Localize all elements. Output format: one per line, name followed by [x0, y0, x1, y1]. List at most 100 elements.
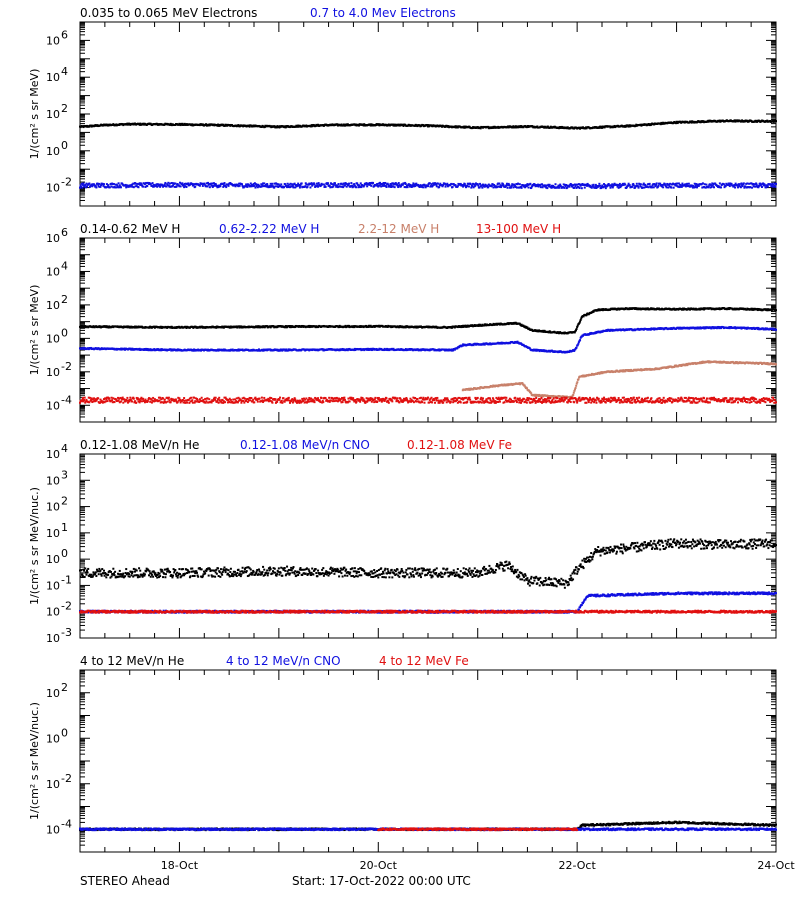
- y-tick-label: 10: [46, 108, 60, 121]
- data-point: [276, 126, 279, 129]
- data-point: [377, 185, 380, 188]
- data-point: [332, 185, 335, 188]
- data-point: [739, 186, 742, 189]
- data-point: [476, 126, 479, 129]
- data-point: [662, 186, 665, 189]
- data-point: [659, 123, 662, 126]
- data-point: [217, 185, 220, 188]
- data-point: [370, 184, 373, 187]
- data-point: [765, 186, 768, 189]
- data-point: [542, 330, 545, 333]
- data-point: [215, 326, 218, 329]
- data-point: [670, 186, 673, 189]
- data-point: [575, 346, 578, 349]
- data-point: [242, 125, 245, 128]
- data-point: [510, 184, 513, 187]
- data-point: [168, 185, 171, 188]
- data-point: [321, 348, 324, 351]
- data-point: [169, 348, 172, 351]
- data-point: [429, 185, 432, 188]
- data-point: [684, 183, 687, 186]
- data-point: [368, 182, 371, 185]
- data-point: [256, 183, 259, 186]
- data-point: [431, 184, 434, 187]
- data-point: [773, 185, 776, 188]
- data-point: [613, 124, 616, 127]
- data-point: [237, 185, 240, 188]
- data-point: [319, 184, 322, 187]
- data-point: [691, 186, 694, 189]
- data-point: [95, 186, 98, 189]
- data-point: [342, 124, 345, 127]
- data-point: [668, 185, 671, 188]
- data-point: [713, 186, 716, 189]
- data-point: [164, 181, 167, 184]
- data-point: [219, 185, 222, 188]
- data-point: [157, 184, 160, 187]
- data-point: [514, 126, 517, 129]
- data-point: [477, 184, 480, 187]
- data-point: [222, 348, 225, 351]
- data-point: [563, 186, 566, 189]
- data-point: [191, 182, 194, 185]
- data-point: [644, 184, 647, 187]
- data-point: [692, 185, 695, 188]
- data-point: [609, 186, 612, 189]
- data-point: [736, 186, 739, 189]
- data-point: [269, 325, 272, 328]
- data-point: [362, 124, 365, 127]
- data-point: [131, 183, 134, 186]
- data-point: [387, 183, 390, 186]
- data-point: [751, 307, 754, 310]
- data-point: [111, 183, 114, 186]
- data-point: [529, 182, 532, 185]
- data-point: [752, 182, 755, 185]
- data-point: [99, 185, 102, 188]
- data-point: [691, 185, 694, 188]
- data-point: [183, 182, 186, 185]
- data-point: [263, 182, 266, 185]
- y-tick-label: 10: [46, 34, 60, 47]
- data-point: [709, 186, 712, 189]
- data-point: [750, 307, 753, 310]
- data-point: [353, 347, 356, 350]
- data-point: [179, 185, 182, 188]
- data-point: [285, 185, 288, 188]
- data-point: [649, 185, 652, 188]
- data-point: [483, 185, 486, 188]
- data-point: [556, 186, 559, 189]
- data-point: [738, 183, 741, 186]
- data-point: [377, 123, 380, 126]
- data-point: [97, 185, 100, 188]
- data-point: [107, 326, 110, 329]
- data-point: [288, 326, 291, 329]
- data-point: [138, 123, 141, 126]
- data-point: [269, 182, 272, 185]
- data-point: [655, 182, 658, 185]
- data-point: [149, 348, 152, 351]
- data-point: [138, 182, 141, 185]
- data-point: [720, 186, 723, 189]
- data-point: [81, 183, 84, 186]
- data-point: [276, 183, 279, 186]
- data-point: [703, 186, 706, 189]
- data-point: [326, 182, 329, 185]
- data-point: [363, 184, 366, 187]
- data-point: [252, 185, 255, 188]
- data-point: [234, 185, 237, 188]
- data-point: [90, 124, 93, 127]
- data-point: [391, 182, 394, 185]
- data-point: [163, 184, 166, 187]
- data-point: [510, 186, 513, 189]
- data-point: [311, 184, 314, 187]
- data-point: [591, 184, 594, 187]
- data-point: [724, 185, 727, 188]
- data-point: [407, 184, 410, 187]
- y-tick-exponent: -4: [61, 393, 72, 406]
- data-point: [502, 184, 505, 187]
- data-point: [728, 185, 731, 188]
- data-point: [586, 184, 589, 187]
- data-point: [370, 123, 373, 126]
- data-point: [366, 185, 369, 188]
- data-point: [674, 122, 677, 125]
